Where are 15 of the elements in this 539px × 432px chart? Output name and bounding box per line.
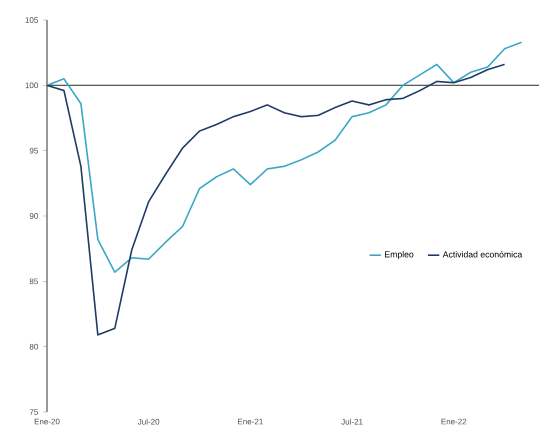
line-series	[46, 41, 522, 273]
y-tick-label: 95	[30, 148, 38, 154]
y-tick-label: 90	[30, 213, 38, 219]
y-tick-label: 85	[30, 278, 38, 284]
legend-label: Actividad económica	[442, 251, 522, 258]
y-tick-label: 75	[30, 409, 38, 415]
x-tick-label: Ene-22	[442, 418, 466, 424]
y-tick-label: 80	[30, 344, 38, 350]
x-tick-label: Ene-20	[34, 418, 60, 424]
x-tick-label: Jul-20	[138, 418, 160, 425]
x-tick-label: Jul-21	[341, 418, 363, 425]
y-tick-label: 105	[26, 17, 38, 23]
x-tick-label: Ene-21	[238, 418, 263, 424]
y-tick-label: 100	[26, 82, 38, 88]
legend-label: Empleo	[385, 251, 414, 260]
